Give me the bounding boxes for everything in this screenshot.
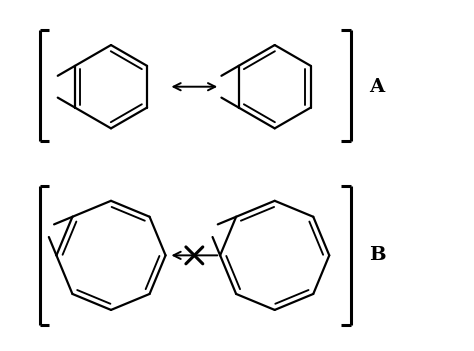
Text: A: A bbox=[369, 78, 384, 96]
Text: B: B bbox=[369, 246, 385, 264]
